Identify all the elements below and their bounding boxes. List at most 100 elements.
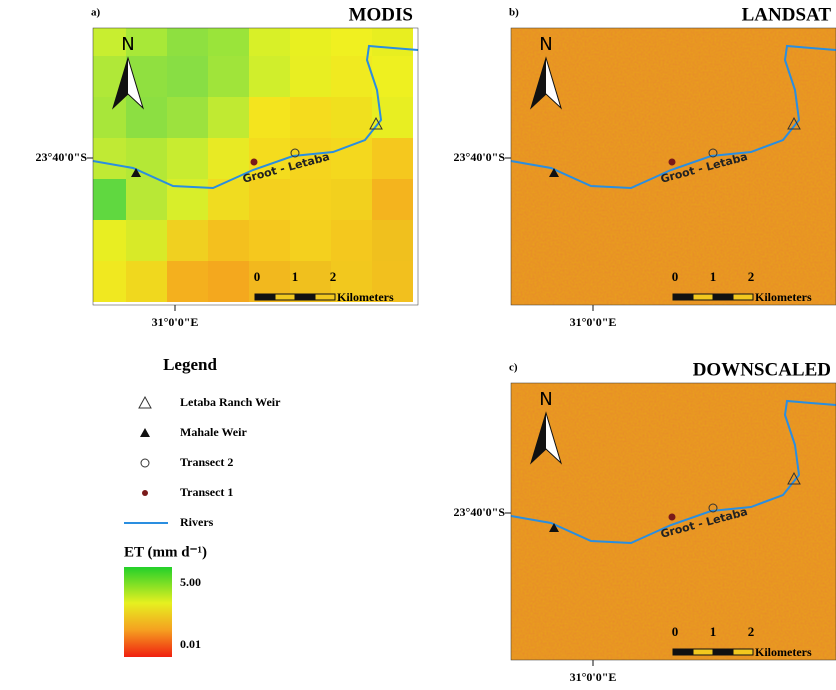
modis-cell	[208, 15, 249, 56]
modis-cell	[249, 56, 290, 97]
scale-tick: 1	[710, 269, 717, 284]
modis-cell	[126, 97, 167, 138]
scale-tick: 2	[748, 624, 755, 639]
scale-seg	[673, 294, 693, 300]
legend-symbol	[139, 397, 151, 408]
modis-cell	[208, 220, 249, 261]
scale-tick: 0	[254, 269, 261, 284]
panel-title: MODIS	[349, 4, 413, 25]
modis-cell	[85, 220, 126, 261]
modis-cell	[372, 179, 413, 220]
scale-tick: 2	[330, 269, 337, 284]
modis-cell	[167, 138, 208, 179]
panel-label: b)	[509, 7, 519, 19]
modis-cell	[167, 97, 208, 138]
legend-item: Transect 1	[180, 485, 233, 499]
scale-seg	[713, 294, 733, 300]
scale-seg	[713, 649, 733, 655]
legend-item: Mahale Weir	[180, 425, 247, 439]
north-label: N	[121, 34, 134, 55]
transect-1	[251, 159, 258, 166]
scale-unit: Kilometers	[337, 290, 394, 304]
map-panel: Groot - LetabaN012Kilometers	[511, 28, 836, 305]
modis-cell	[167, 261, 208, 302]
lon-label: 31°0'0"E	[152, 315, 199, 329]
modis-cell	[249, 97, 290, 138]
transect-1	[669, 514, 676, 521]
scale-seg	[275, 294, 295, 300]
panel-title: LANDSAT	[742, 4, 832, 25]
modis-cell	[126, 261, 167, 302]
lon-label: 31°0'0"E	[570, 315, 617, 329]
scale-seg	[295, 294, 315, 300]
modis-cell	[126, 138, 167, 179]
legend-symbol	[140, 428, 150, 437]
modis-cell	[85, 261, 126, 302]
legend-item: Transect 2	[180, 455, 233, 469]
modis-cell	[208, 179, 249, 220]
scale-seg	[693, 649, 713, 655]
modis-cell	[290, 97, 331, 138]
panel-label: c)	[509, 362, 518, 374]
panel-title: DOWNSCALED	[693, 359, 831, 380]
scale-tick: 0	[672, 624, 679, 639]
scale-tick: 1	[710, 624, 717, 639]
scale-tick: 0	[672, 269, 679, 284]
scale-tick: 1	[292, 269, 299, 284]
modis-cell	[208, 56, 249, 97]
scale-seg	[733, 294, 753, 300]
colorbar-max: 5.00	[180, 575, 201, 589]
scale-unit: Kilometers	[755, 645, 812, 659]
modis-cell	[290, 179, 331, 220]
modis-cell	[290, 56, 331, 97]
legend-item: Rivers	[180, 515, 214, 529]
modis-cell	[331, 97, 372, 138]
scale-seg	[673, 649, 693, 655]
panel-label: a)	[91, 7, 101, 19]
lon-label: 31°0'0"E	[570, 670, 617, 684]
modis-cell	[167, 56, 208, 97]
raster	[85, 15, 413, 302]
modis-cell	[85, 97, 126, 138]
scale-seg	[255, 294, 275, 300]
modis-cell	[331, 179, 372, 220]
modis-cell	[208, 97, 249, 138]
scale-seg	[733, 649, 753, 655]
scale-seg	[315, 294, 335, 300]
legend-symbol	[142, 490, 148, 496]
modis-cell	[331, 56, 372, 97]
modis-cell	[290, 15, 331, 56]
modis-cell	[85, 179, 126, 220]
modis-cell	[85, 15, 126, 56]
legend-item: Letaba Ranch Weir	[180, 395, 281, 409]
modis-cell	[167, 15, 208, 56]
modis-cell	[167, 220, 208, 261]
colorbar-title: ET (mm d⁻¹)	[124, 544, 207, 560]
scale-tick: 2	[748, 269, 755, 284]
legend-symbol	[141, 459, 149, 467]
modis-cell	[331, 220, 372, 261]
modis-cell	[372, 56, 413, 97]
lat-label: 23°40'0"S	[454, 505, 506, 519]
lat-label: 23°40'0"S	[36, 150, 88, 164]
north-label: N	[539, 34, 552, 55]
legend-title: Legend	[163, 355, 217, 374]
transect-1	[669, 159, 676, 166]
modis-cell	[372, 220, 413, 261]
scale-seg	[693, 294, 713, 300]
modis-cell	[126, 179, 167, 220]
lat-label: 23°40'0"S	[454, 150, 506, 164]
modis-cell	[372, 138, 413, 179]
modis-cell	[249, 220, 290, 261]
modis-cell	[249, 179, 290, 220]
colorbar-min: 0.01	[180, 637, 201, 651]
modis-cell	[290, 220, 331, 261]
modis-cell	[249, 15, 290, 56]
figure: Groot - LetabaN012Kilometersa)MODIS23°40…	[0, 0, 836, 690]
modis-cell	[126, 220, 167, 261]
colorbar	[124, 567, 172, 657]
modis-cell	[208, 261, 249, 302]
scale-unit: Kilometers	[755, 290, 812, 304]
